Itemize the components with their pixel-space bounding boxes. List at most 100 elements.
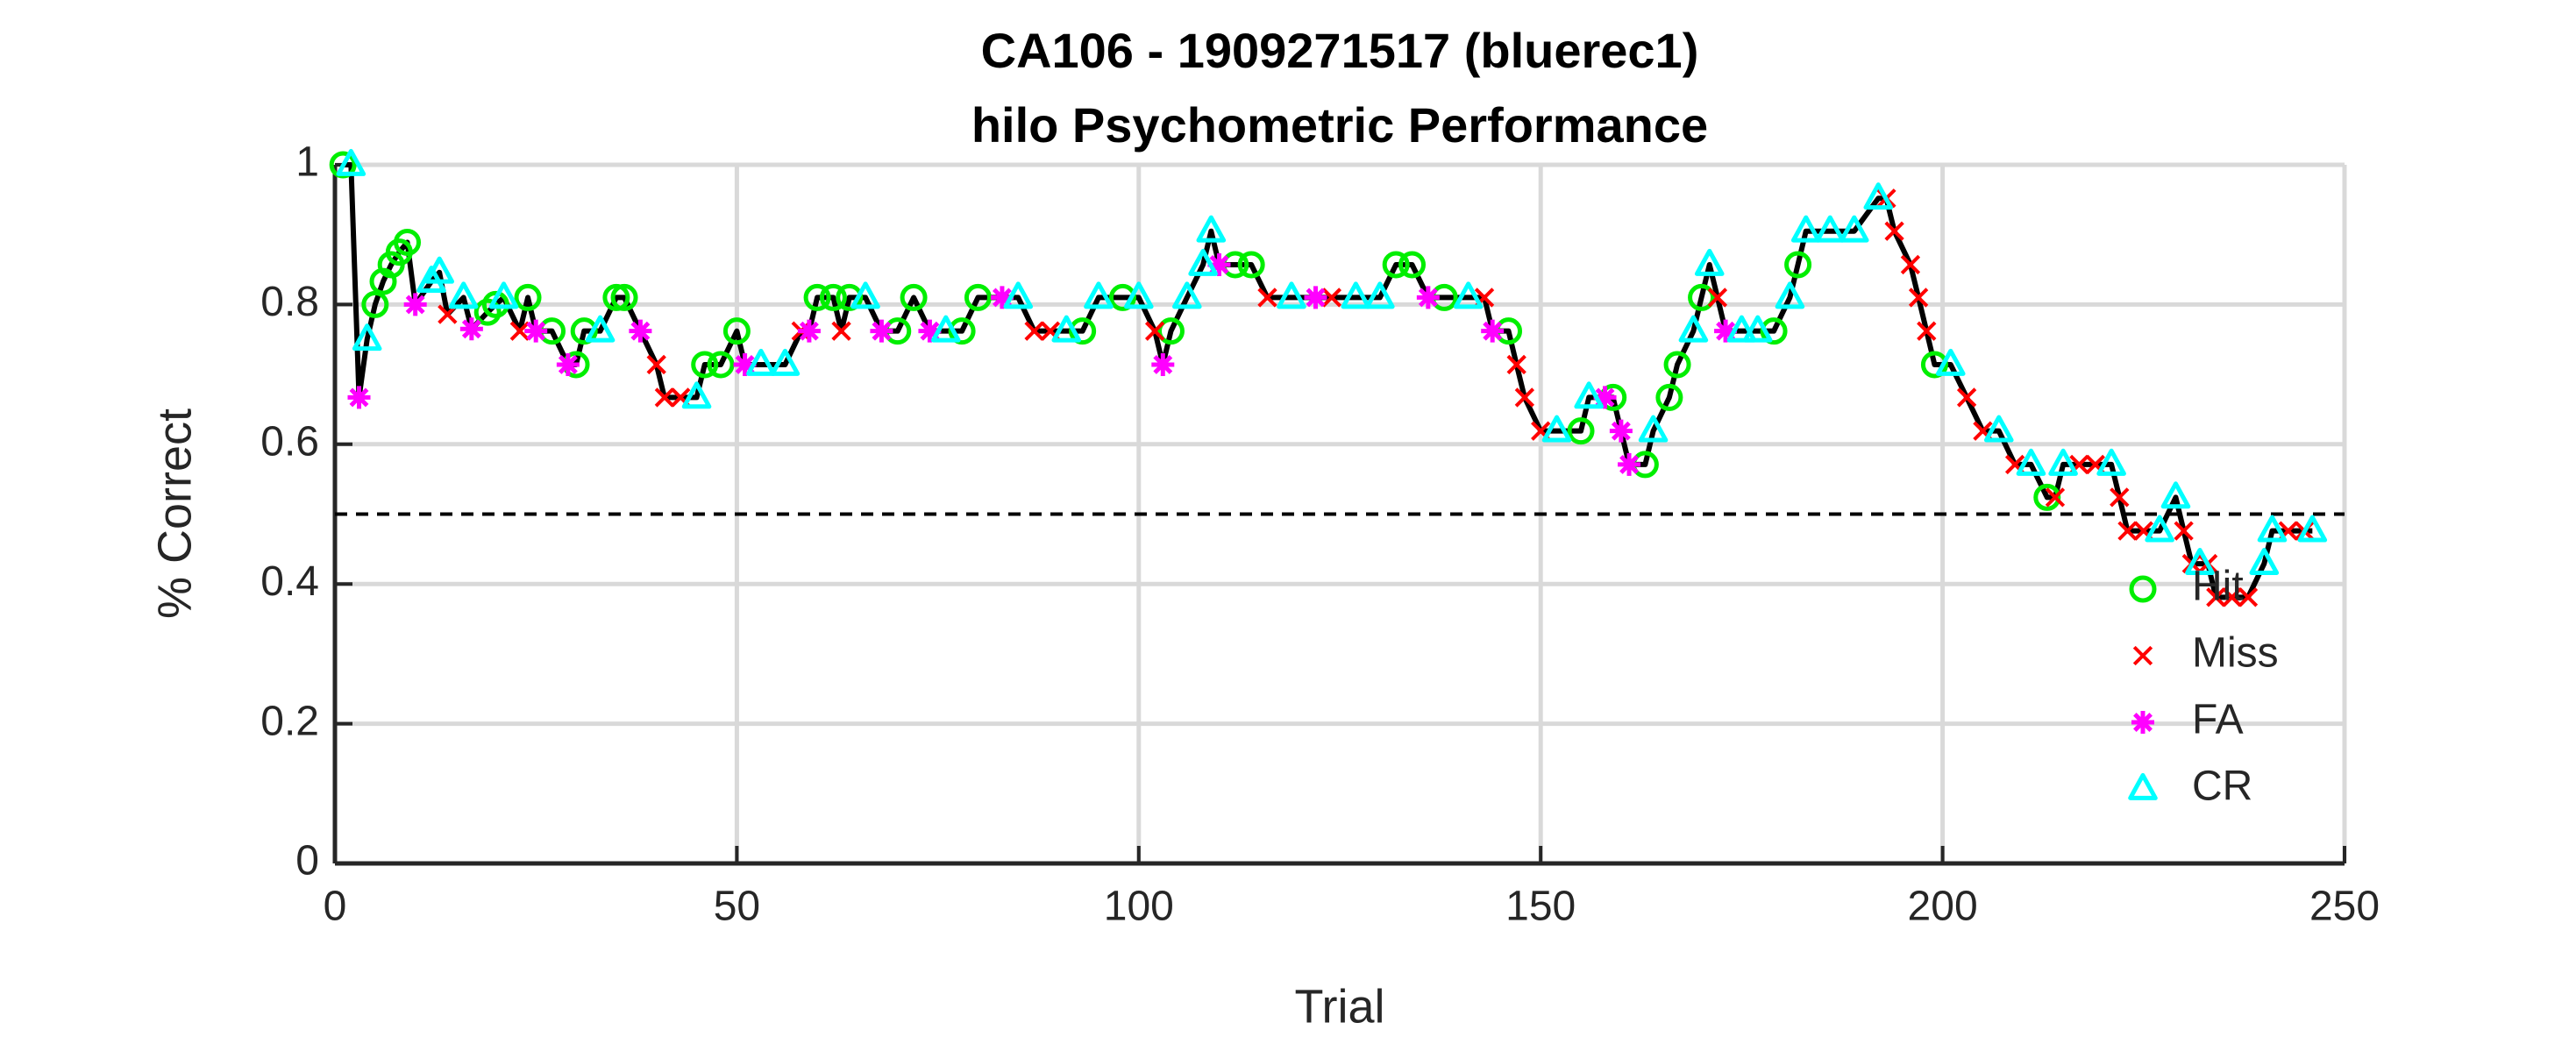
marker-hit (329, 151, 357, 179)
legend-label: Hit (2192, 564, 2244, 610)
marker-cr (1790, 215, 1821, 243)
marker-fa (918, 319, 942, 343)
y-axis-label: % Correct (148, 408, 201, 619)
marker-cr (2297, 515, 2328, 543)
marker-cr (1983, 415, 2014, 443)
marker-fa (1618, 452, 1641, 476)
marker-cr (2145, 515, 2174, 543)
marker-miss (1144, 321, 1165, 341)
marker-fa (1416, 286, 1440, 309)
performance-line (343, 162, 2313, 600)
marker-hit (836, 283, 864, 311)
x-tick-label: 200 (1908, 884, 1978, 930)
marker-cr (1341, 281, 1371, 309)
marker-cr (416, 265, 446, 293)
legend-label: FA (2192, 697, 2244, 743)
marker-cr (1742, 315, 1773, 343)
marker-fa (733, 352, 757, 376)
legend-item: CR (2128, 763, 2252, 810)
marker-cr (1365, 281, 1395, 309)
marker-cr (2096, 448, 2126, 476)
marker-fa (1714, 319, 1738, 343)
marker-cr (1196, 215, 1227, 243)
marker-hit (819, 283, 847, 311)
marker-miss (2110, 487, 2130, 508)
marker-hit (394, 228, 422, 256)
marker-cr (1935, 348, 1966, 376)
marker-fa (1207, 252, 1231, 276)
marker-hit (610, 283, 638, 311)
marker-cr (352, 323, 382, 352)
marker-hit (900, 283, 928, 311)
series-miss (438, 188, 2315, 607)
marker-cr (1863, 182, 1894, 210)
series-fa (347, 252, 1738, 476)
marker-cr (1084, 281, 1114, 309)
marker-hit (1760, 317, 1788, 345)
marker-hit (722, 317, 751, 345)
legend-marker (2131, 711, 2154, 734)
x-tick-label: 150 (1505, 884, 1576, 930)
legend-item: Hit (2129, 564, 2244, 610)
x-tick-label: 50 (714, 884, 760, 930)
marker-miss (1514, 387, 1535, 408)
marker-hit (361, 290, 389, 318)
y-tick-label: 0 (295, 838, 319, 884)
marker-hit (1567, 417, 1595, 445)
marker-cr (770, 348, 801, 376)
marker-cr (1453, 281, 1484, 309)
marker-hit (1784, 251, 1812, 279)
marker-cr (1124, 281, 1154, 309)
marker-hit (514, 283, 542, 311)
chart-title: CA106 - 1909271517 (bluerec1) (981, 23, 1699, 78)
marker-miss (2045, 487, 2066, 508)
marker-miss (2174, 521, 2194, 541)
marker-hit (1069, 317, 1097, 345)
x-axis-label: Trial (1295, 980, 1385, 1033)
x-tick-label: 100 (1104, 884, 1174, 930)
marker-cr (1638, 415, 1669, 443)
marker-cr (2160, 481, 2191, 509)
marker-cr (585, 315, 616, 343)
marker-hit (948, 317, 976, 345)
legend-item: FA (2131, 697, 2244, 743)
marker-hit (707, 351, 735, 379)
series-cr (336, 148, 2328, 575)
marker-cr (1678, 315, 1709, 343)
y-tick-label: 1 (295, 139, 319, 186)
marker-hit (1382, 251, 1410, 279)
marker-miss (2238, 587, 2259, 607)
marker-fa (797, 319, 821, 343)
marker-fa (403, 293, 427, 316)
marker-hit (1655, 383, 1683, 411)
marker-cr (1815, 215, 1846, 243)
series-hit (329, 151, 2061, 511)
marker-hit (570, 317, 598, 345)
marker-fa (870, 319, 893, 343)
marker-cr (1277, 281, 1306, 309)
marker-cr (1775, 281, 1805, 309)
marker-cr (681, 381, 712, 409)
marker-cr (1726, 315, 1757, 343)
marker-cr (2249, 547, 2280, 575)
y-tick-label: 0.6 (260, 418, 319, 465)
marker-miss (2222, 587, 2242, 607)
marker-cr (850, 281, 880, 309)
legend-item: Miss (2132, 630, 2279, 677)
marker-miss (1257, 288, 1277, 308)
marker-miss (831, 321, 851, 341)
legend-marker (2128, 772, 2158, 800)
marker-cr (424, 256, 454, 284)
legend-label: Miss (2192, 630, 2279, 677)
legend-marker (2129, 575, 2157, 603)
marker-miss (1908, 288, 1929, 308)
marker-miss (2117, 521, 2138, 541)
marker-cr (1003, 281, 1034, 309)
x-tick-label: 0 (324, 884, 347, 930)
marker-fa (1151, 352, 1175, 376)
marker-cr (1541, 415, 1572, 443)
marker-miss (646, 354, 666, 375)
marker-fa (459, 317, 483, 341)
